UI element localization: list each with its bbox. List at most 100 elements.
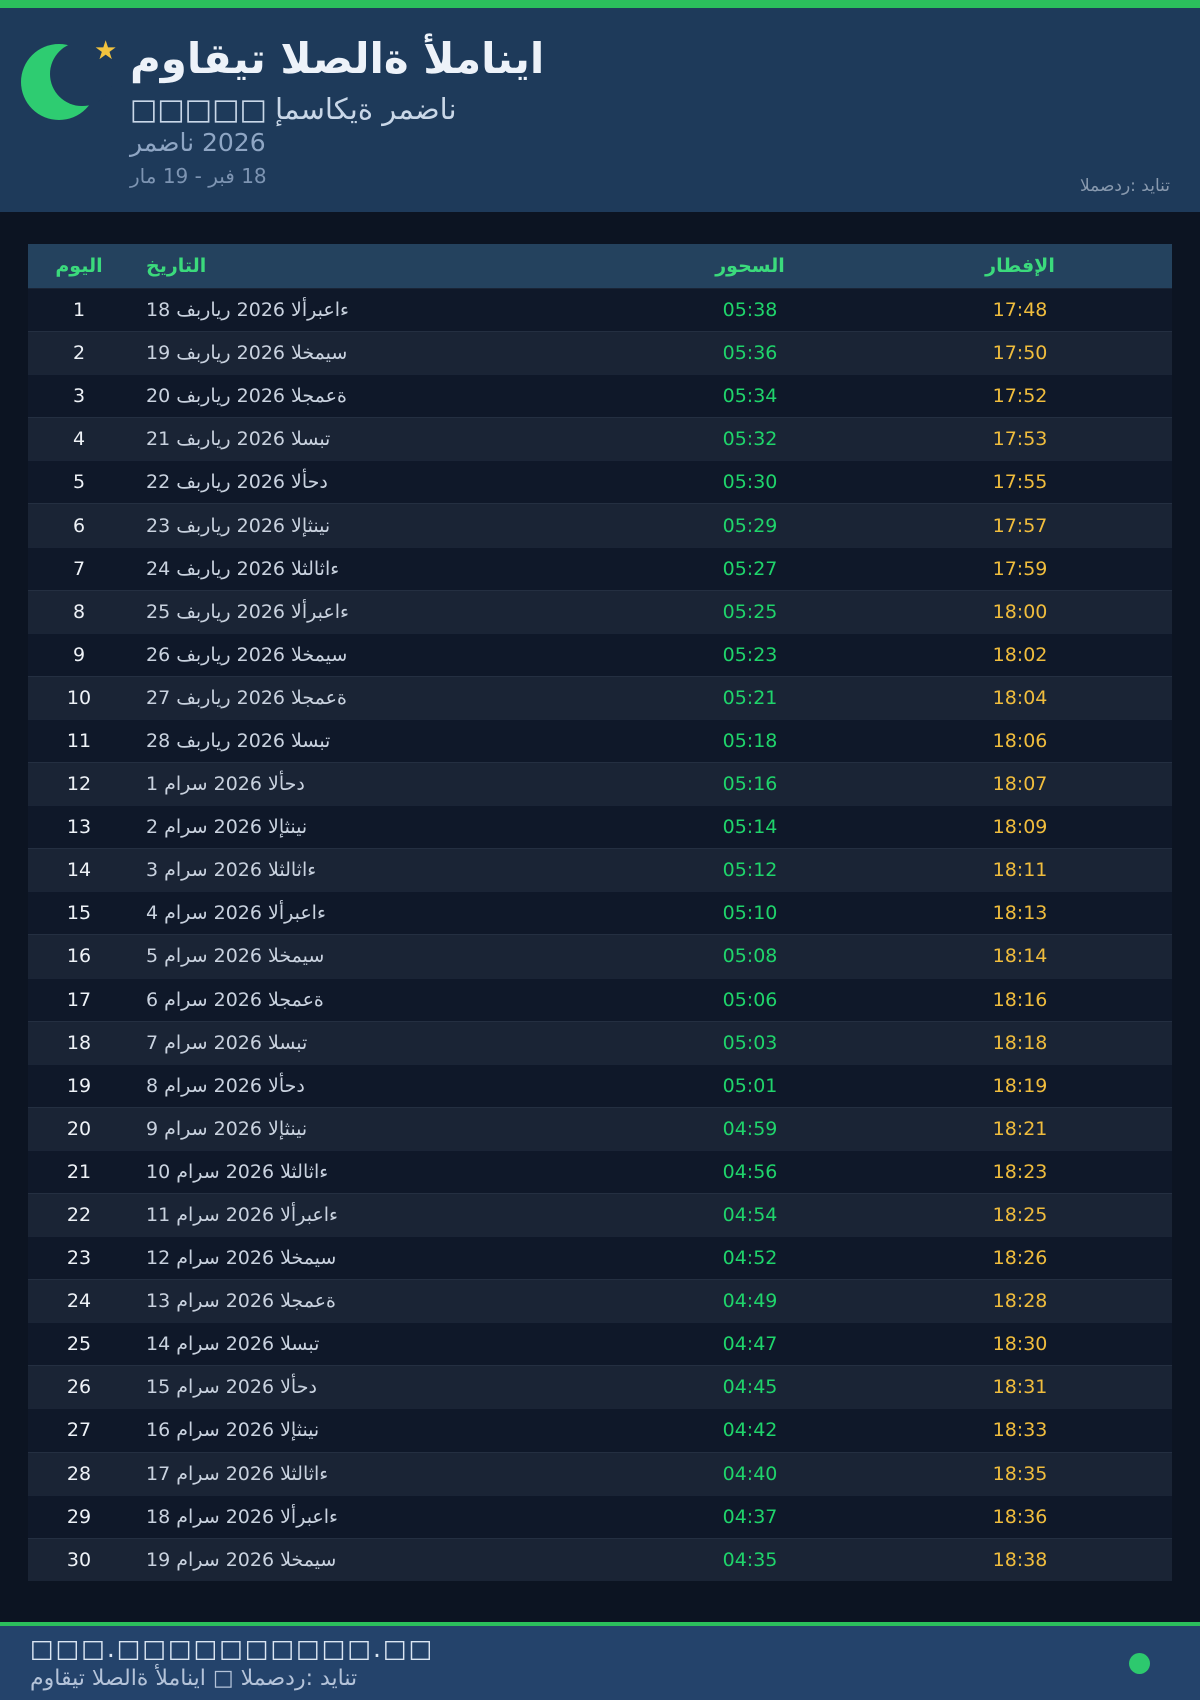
- header-day: اليوم: [55, 255, 103, 277]
- day-number: 30: [66, 1548, 92, 1571]
- header-date: التاريخ: [146, 255, 207, 277]
- suhoor-time: 05:25: [722, 600, 778, 623]
- iftar-time: 18:09: [992, 816, 1048, 839]
- suhoor-time: 05:01: [722, 1074, 778, 1097]
- iftar-time: 17:53: [992, 428, 1048, 451]
- suhoor-time: 04:59: [722, 1117, 778, 1140]
- date-cell: 20 فبراير 2026 الجمعة: [146, 385, 347, 408]
- iftar-time: 18:07: [992, 773, 1048, 796]
- suhoor-time: 05:06: [722, 988, 778, 1011]
- table-row: 17 6 مارس 2026 الجمعة 05:06 18:16: [28, 977, 1172, 1021]
- table-row: 18 7 مارس 2026 السبت 05:03 18:18: [28, 1020, 1172, 1064]
- iftar-time: 18:21: [992, 1117, 1048, 1140]
- iftar-time: 18:06: [992, 729, 1048, 752]
- date-cell: 19 مارس 2026 الخميس: [146, 1548, 337, 1571]
- table-row: 23 12 مارس 2026 الخميس 04:52 18:26: [28, 1236, 1172, 1280]
- suhoor-time: 05:32: [722, 428, 778, 451]
- footer-url: □□□.□□□□□□□□□□.□□: [30, 1634, 435, 1663]
- day-number: 4: [72, 428, 86, 451]
- date-cell: 2 مارس 2026 الإثنين: [146, 816, 308, 839]
- table-row: 9 26 فبراير 2026 الخميس 05:23 18:02: [28, 632, 1172, 676]
- iftar-time: 17:59: [992, 557, 1048, 580]
- date-cell: 22 فبراير 2026 الأحد: [146, 471, 328, 494]
- green-dot: [1129, 1653, 1150, 1674]
- iftar-time: 18:26: [992, 1247, 1048, 1270]
- date-cell: 7 مارس 2026 السبت: [146, 1031, 308, 1054]
- prayer-times-table: اليوم التاريخ السحور الإفطار 1 18 فبراير…: [28, 244, 1172, 1581]
- iftar-time: 18:11: [992, 859, 1048, 882]
- table-row: 29 18 مارس 2026 الأربعاء 04:37 18:36: [28, 1494, 1172, 1538]
- suhoor-time: 04:52: [722, 1247, 778, 1270]
- table-row: 1 18 فبراير 2026 الأربعاء 05:38 17:48: [28, 288, 1172, 332]
- day-number: 1: [72, 299, 86, 322]
- iftar-time: 17:55: [992, 471, 1048, 494]
- suhoor-time: 05:29: [722, 514, 778, 537]
- date-range: 18 فبر - 19 مار: [130, 164, 267, 188]
- table-row: 2 19 فبراير 2026 الخميس 05:36 17:50: [28, 331, 1172, 375]
- crescent-moon-icon: [12, 30, 114, 130]
- day-number: 3: [72, 385, 86, 408]
- table-row: 11 28 فبراير 2026 السبت 05:18 18:06: [28, 718, 1172, 763]
- date-cell: 25 فبراير 2026 الأربعاء: [146, 600, 349, 623]
- table-row: 25 14 مارس 2026 السبت 04:47 18:30: [28, 1322, 1172, 1366]
- day-number: 18: [66, 1031, 92, 1054]
- day-number: 12: [66, 773, 92, 796]
- date-cell: 23 فبراير 2026 الإثنين: [146, 514, 331, 537]
- date-cell: 27 فبراير 2026 الجمعة: [146, 686, 347, 709]
- date-cell: 14 مارس 2026 السبت: [146, 1333, 320, 1356]
- iftar-time: 18:33: [992, 1419, 1048, 1442]
- tofu-boxes: □□□□□: [130, 92, 267, 126]
- date-cell: 17 مارس 2026 الثلاثاء: [146, 1462, 329, 1485]
- iftar-time: 18:38: [992, 1548, 1048, 1571]
- iftar-time: 18:00: [992, 600, 1048, 623]
- table-row: 26 15 مارس 2026 الأحد 04:45 18:31: [28, 1365, 1172, 1409]
- suhoor-time: 05:36: [722, 342, 778, 365]
- iftar-time: 18:31: [992, 1376, 1048, 1399]
- suhoor-time: 05:23: [722, 643, 778, 666]
- suhoor-time: 04:37: [722, 1505, 778, 1528]
- suhoor-time: 05:30: [722, 471, 778, 494]
- date-cell: 19 فبراير 2026 الخميس: [146, 342, 348, 365]
- day-number: 20: [66, 1117, 92, 1140]
- day-number: 22: [66, 1204, 92, 1227]
- iftar-time: 17:50: [992, 342, 1048, 365]
- iftar-time: 18:19: [992, 1074, 1048, 1097]
- iftar-time: 18:30: [992, 1333, 1048, 1356]
- day-number: 13: [66, 816, 92, 839]
- iftar-time: 18:28: [992, 1290, 1048, 1313]
- table-row: 14 3 مارس 2026 الثلاثاء 05:12 18:11: [28, 848, 1172, 892]
- table-row: 15 4 مارس 2026 الأربعاء 05:10 18:13: [28, 891, 1172, 935]
- header-suhoor: السحور: [715, 255, 785, 277]
- table-row: 27 16 مارس 2026 الإثنين 04:42 18:33: [28, 1408, 1172, 1452]
- date-cell: 21 فبراير 2026 السبت: [146, 428, 331, 451]
- table-row: 30 19 مارس 2026 الخميس 04:35 18:38: [28, 1537, 1172, 1581]
- suhoor-time: 05:10: [722, 902, 778, 925]
- page-title: مواقيت الصلاة ألمانيا: [130, 34, 545, 83]
- table-row: 16 5 مارس 2026 الخميس 05:08 18:14: [28, 934, 1172, 978]
- table-row: 28 17 مارس 2026 الثلاثاء 04:40 18:35: [28, 1451, 1172, 1495]
- iftar-time: 18:23: [992, 1160, 1048, 1183]
- day-number: 7: [72, 557, 86, 580]
- season-label: رمضان 2026: [130, 128, 266, 157]
- suhoor-time: 04:54: [722, 1204, 778, 1227]
- table-row: 6 23 فبراير 2026 الإثنين 05:29 17:57: [28, 503, 1172, 547]
- date-cell: 18 مارس 2026 الأربعاء: [146, 1505, 338, 1528]
- iftar-time: 17:52: [992, 385, 1048, 408]
- date-cell: 26 فبراير 2026 الخميس: [146, 643, 348, 666]
- day-number: 23: [66, 1247, 92, 1270]
- day-number: 6: [72, 514, 86, 537]
- suhoor-time: 05:03: [722, 1031, 778, 1054]
- day-number: 26: [66, 1376, 92, 1399]
- table-row: 21 10 مارس 2026 الثلاثاء 04:56 18:23: [28, 1149, 1172, 1193]
- suhoor-time: 04:56: [722, 1160, 778, 1183]
- iftar-time: 18:18: [992, 1031, 1048, 1054]
- header-iftar: الإفطار: [985, 255, 1055, 277]
- iftar-time: 18:14: [992, 945, 1048, 968]
- table-body: 1 18 فبراير 2026 الأربعاء 05:38 17:48 2 …: [28, 288, 1172, 1581]
- page-footer: □□□.□□□□□□□□□□.□□ مواقيت الصلاة ألمانيا …: [0, 1626, 1200, 1700]
- iftar-time: 17:57: [992, 514, 1048, 537]
- date-cell: 8 مارس 2026 الأحد: [146, 1074, 305, 1097]
- iftar-time: 18:35: [992, 1462, 1048, 1485]
- date-cell: 11 مارس 2026 الأربعاء: [146, 1204, 338, 1227]
- suhoor-time: 05:38: [722, 299, 778, 322]
